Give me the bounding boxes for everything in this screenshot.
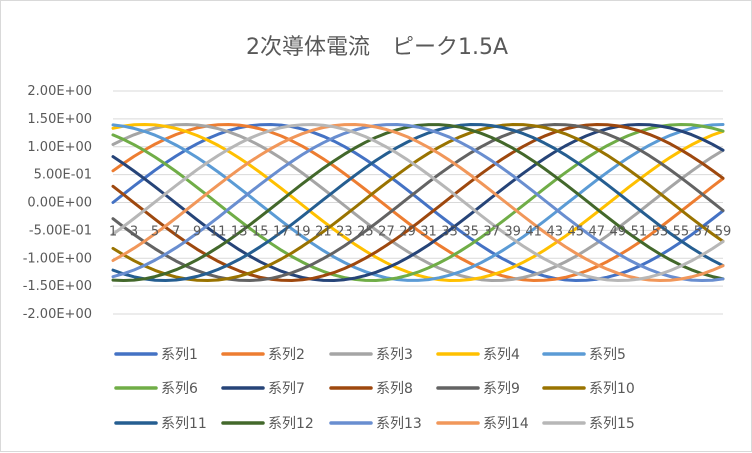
series-line xyxy=(111,123,725,282)
x-tick-label: 57 xyxy=(694,225,711,240)
legend-item: 系列2 xyxy=(221,347,305,363)
y-tick-label: 1.50E+00 xyxy=(27,112,92,127)
legend-item: 系列14 xyxy=(436,416,529,432)
series-line xyxy=(111,123,725,282)
x-tick-label: 39 xyxy=(504,225,521,240)
legend-label: 系列5 xyxy=(589,347,626,363)
series-line xyxy=(111,123,725,282)
y-tick-label: -1.50E+00 xyxy=(23,279,92,294)
x-tick-label: 23 xyxy=(336,225,353,240)
plot-area xyxy=(111,123,725,282)
series-line xyxy=(111,123,725,282)
x-tick-label: 47 xyxy=(589,225,606,240)
y-tick-label: -2.00E+00 xyxy=(23,307,92,322)
x-tick-label: 9 xyxy=(193,225,201,240)
series-line xyxy=(111,123,725,282)
legend-item: 系列9 xyxy=(436,381,520,397)
x-tick-label: 13 xyxy=(231,225,248,240)
legend-item: 系列15 xyxy=(542,416,635,432)
series-line xyxy=(111,123,725,282)
x-tick-label: 19 xyxy=(294,225,311,240)
x-tick-label: 25 xyxy=(357,225,374,240)
legend-label: 系列15 xyxy=(589,416,635,432)
x-tick-label: 3 xyxy=(130,225,138,240)
x-tick-label: 35 xyxy=(462,225,479,240)
y-tick-label: -5.00E-01 xyxy=(29,223,92,238)
y-axis: 2.00E+00 1.50E+00 1.00E+00 5.00E-01 0.00E+00… xyxy=(23,84,92,322)
x-tick-label: 15 xyxy=(252,225,269,240)
x-tick-label: 41 xyxy=(525,225,542,240)
x-tick-label: 43 xyxy=(546,225,563,240)
x-tick-label: 21 xyxy=(315,225,332,240)
legend: 系列1 系列2 系列3 系列4 系列5 系列6 系列7 系列8 系列9 系列10 系列11 系列12 系… xyxy=(114,347,635,432)
legend-item: 系列10 xyxy=(542,381,635,397)
legend-item: 系列7 xyxy=(221,381,305,397)
series-line xyxy=(111,123,725,282)
legend-label: 系列14 xyxy=(483,416,529,432)
x-tick-label: 27 xyxy=(378,225,395,240)
legend-item: 系列12 xyxy=(221,416,314,432)
x-tick-label: 5 xyxy=(151,225,159,240)
y-tick-label: 0.00E+00 xyxy=(27,196,92,211)
x-tick-label: 53 xyxy=(652,225,669,240)
legend-label: 系列11 xyxy=(161,416,207,432)
legend-item: 系列8 xyxy=(329,381,413,397)
legend-label: 系列3 xyxy=(376,347,413,363)
x-tick-label: 7 xyxy=(172,225,180,240)
x-tick-label: 51 xyxy=(631,225,648,240)
x-tick-label: 33 xyxy=(441,225,458,240)
chart-title: 2次導体電流 ピーク1.5A xyxy=(246,35,508,60)
legend-item: 系列4 xyxy=(436,347,520,363)
x-tick-label: 1 xyxy=(109,225,117,240)
y-tick-label: 2.00E+00 xyxy=(27,84,92,99)
x-tick-label: 37 xyxy=(483,225,500,240)
x-tick-label: 49 xyxy=(610,225,627,240)
x-tick-label: 59 xyxy=(715,225,732,240)
legend-item: 系列3 xyxy=(329,347,413,363)
x-tick-label: 31 xyxy=(420,225,437,240)
series-line xyxy=(111,123,725,282)
legend-label: 系列12 xyxy=(268,416,314,432)
x-tick-label: 29 xyxy=(399,225,416,240)
series-line xyxy=(111,123,725,282)
x-tick-label: 45 xyxy=(567,225,584,240)
legend-label: 系列8 xyxy=(376,381,413,397)
legend-item: 系列11 xyxy=(114,416,207,432)
series-line xyxy=(111,123,725,282)
x-tick-label: 11 xyxy=(210,225,227,240)
legend-label: 系列10 xyxy=(589,381,635,397)
legend-label: 系列4 xyxy=(483,347,520,363)
x-tick-label: 17 xyxy=(273,225,290,240)
legend-label: 系列6 xyxy=(161,381,198,397)
legend-item: 系列13 xyxy=(329,416,422,432)
x-axis: 1 3 5 7 9 11 13 15 17 19 21 23 25 27 29 31 33 35 37 39 41 43 4… xyxy=(109,225,731,240)
y-tick-label: -1.00E+00 xyxy=(23,251,92,266)
legend-label: 系列13 xyxy=(376,416,422,432)
series-line xyxy=(111,123,725,282)
y-tick-label: 1.00E+00 xyxy=(27,140,92,155)
legend-label: 系列9 xyxy=(483,381,520,397)
legend-item: 系列6 xyxy=(114,381,198,397)
legend-label: 系列7 xyxy=(268,381,305,397)
y-tick-label: 5.00E-01 xyxy=(34,168,92,183)
x-tick-label: 55 xyxy=(673,225,690,240)
legend-label: 系列2 xyxy=(268,347,305,363)
legend-label: 系列1 xyxy=(161,347,198,363)
series-line xyxy=(111,123,725,282)
legend-item: 系列1 xyxy=(114,347,198,363)
legend-item: 系列5 xyxy=(542,347,626,363)
